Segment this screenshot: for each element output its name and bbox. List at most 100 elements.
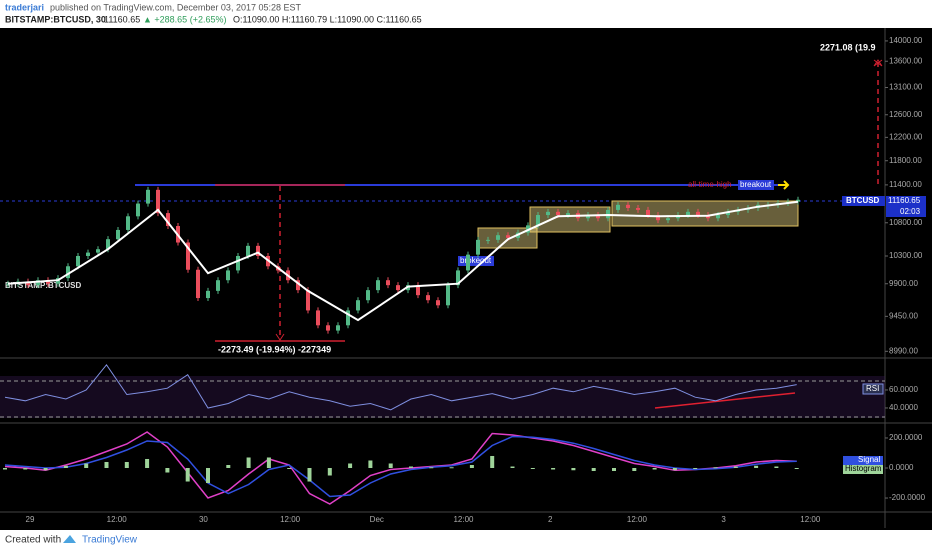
candle (686, 211, 690, 216)
candle (546, 211, 550, 216)
candle (556, 211, 560, 216)
candle (626, 204, 630, 209)
candle (696, 211, 700, 216)
breakout-label: breakout (740, 180, 772, 189)
y-tick-label: 13600.00 (889, 56, 923, 65)
x-tick-label: 12:00 (107, 515, 128, 524)
x-tick-label: 12:00 (280, 515, 301, 524)
y-tick-label: 11400.00 (889, 180, 922, 189)
candle (616, 204, 620, 210)
candle (466, 254, 470, 271)
plot-layer: 14000.00 13600.00 13100.00 12600.00 12200.00… (0, 36, 926, 524)
candle (336, 325, 340, 331)
x-tick-label: 12:00 (800, 515, 821, 524)
moving-average (7, 200, 799, 322)
histogram-bar (145, 458, 150, 468)
x-tick-label: 2 (548, 515, 553, 524)
candle (206, 290, 210, 299)
candle (646, 209, 650, 216)
candle (76, 255, 80, 267)
arrow-head (275, 333, 285, 341)
x-tick-label: 29 (26, 515, 35, 524)
candle (356, 300, 360, 311)
y-tick-label: 200.0000 (889, 433, 923, 442)
arrow-head (873, 59, 883, 67)
y-tick-label: 12200.00 (889, 132, 923, 141)
candle (226, 270, 230, 281)
arrow (778, 180, 790, 190)
histogram-bar (713, 467, 718, 469)
candle (666, 218, 670, 221)
candle (656, 215, 660, 221)
candle (346, 310, 350, 326)
candle (726, 211, 730, 216)
histogram-bar (429, 467, 434, 469)
x-tick-label: Dec (370, 515, 384, 524)
candle (386, 280, 390, 286)
label-bg (886, 196, 926, 217)
candle (106, 239, 110, 250)
y-tick-label: 11800.00 (889, 156, 922, 165)
footer-brand[interactable]: TradingView (82, 535, 138, 546)
y-tick-label: 8990.00 (889, 346, 918, 355)
y-tick-label: 9450.00 (889, 311, 918, 320)
histogram-bar (733, 466, 738, 468)
candle (506, 235, 510, 238)
candle (716, 215, 720, 219)
y-tick-label: 60.0000 (889, 385, 918, 394)
y-tick-label: 9900.00 (889, 279, 918, 288)
x-tick-label: 12:00 (453, 515, 474, 524)
price: 11160.65 (104, 14, 140, 24)
candle (486, 239, 490, 241)
change: ▲ +288.65 (+2.65%) (143, 14, 226, 24)
legend-histogram: Histogram (845, 464, 882, 473)
y-tick-label: 14000.00 (889, 36, 923, 45)
rsi-trendline (654, 392, 796, 409)
candle (136, 203, 140, 217)
candle (326, 325, 330, 331)
candle (196, 269, 200, 299)
brokeout-label: brokeout (460, 256, 492, 265)
y-tick-label: 40.0000 (889, 403, 918, 412)
label-bg (458, 256, 494, 266)
label-bg (862, 383, 884, 395)
ohlc: O:11090.00 H:11160.79 L:11090.00 C:11160… (233, 14, 422, 24)
histogram-bar (693, 468, 698, 469)
y-tick-label: 12600.00 (889, 110, 923, 119)
histogram-bar (348, 463, 353, 468)
rsi-line (4, 363, 797, 411)
histogram-bar (510, 466, 515, 468)
author[interactable]: traderjari (5, 2, 44, 12)
y-tick-label: 10300.00 (889, 251, 923, 260)
macd-line (4, 435, 797, 498)
candle (376, 280, 380, 291)
candle (426, 295, 430, 301)
histogram-bar (246, 457, 251, 468)
candle (156, 189, 160, 214)
y-tick-label: 13100.00 (889, 83, 923, 92)
histogram-bar (409, 466, 413, 468)
rsi-label: RSI (866, 384, 879, 393)
logo (63, 535, 76, 543)
candle (436, 300, 440, 306)
y-tick-label: -200.0000 (889, 493, 926, 502)
label-bg (738, 180, 774, 190)
histogram-bar (591, 468, 596, 472)
candle (296, 280, 300, 291)
candle (456, 270, 460, 286)
label-bg (842, 196, 885, 206)
footer-bg (0, 530, 932, 550)
candle (236, 255, 240, 271)
candle (306, 290, 310, 311)
candle (166, 213, 170, 227)
histogram-bar (652, 468, 657, 470)
candle (596, 215, 600, 219)
histogram-bar (612, 468, 616, 472)
candle (86, 252, 90, 256)
y-tick-label: 0.0000 (889, 463, 914, 472)
label-bg (843, 456, 883, 465)
histogram-bar (571, 468, 576, 471)
